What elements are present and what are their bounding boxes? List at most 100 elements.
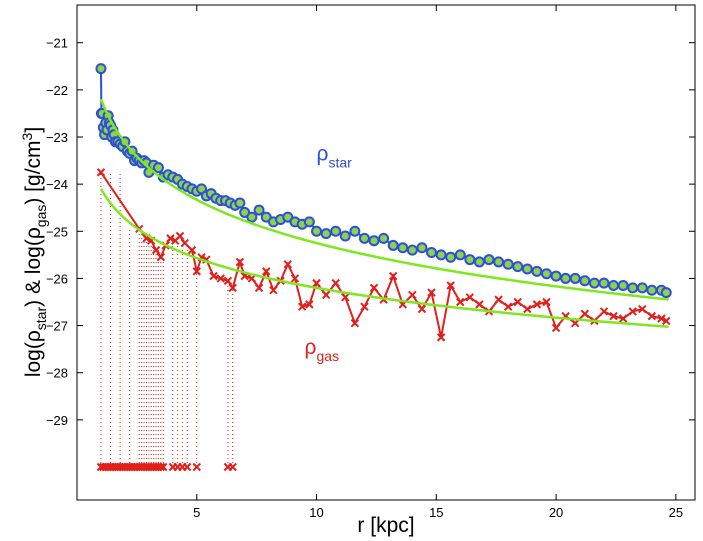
- gas-point: [96, 168, 106, 177]
- gas-point: [166, 234, 175, 243]
- x-stroke-b: [475, 300, 484, 309]
- x-stroke-b: [513, 297, 522, 307]
- gas-point: [209, 271, 218, 281]
- gas-point: [235, 257, 245, 267]
- x-stroke-b: [657, 314, 666, 323]
- gas-point: [297, 302, 307, 311]
- x-stroke-b: [618, 314, 628, 323]
- star-point: [550, 270, 562, 282]
- x-stroke-b: [187, 245, 197, 255]
- x-stroke-b: [599, 307, 609, 316]
- gas-point: [513, 297, 522, 307]
- x-stroke-b: [465, 293, 475, 302]
- gas-point: [312, 278, 321, 288]
- gas-point: [408, 290, 417, 300]
- star-point: [253, 204, 265, 216]
- x-stroke-b: [159, 462, 168, 472]
- tick-marks: [77, 5, 695, 500]
- y-tick-label: −26: [46, 271, 68, 286]
- x-stroke-b: [369, 283, 379, 293]
- y-label-sub-gas: gas: [33, 205, 49, 228]
- gas-lower-point: [228, 462, 237, 472]
- x-stroke-b: [166, 234, 175, 243]
- star-point: [445, 251, 457, 263]
- x-stroke-b: [580, 309, 590, 318]
- y-label-part-3: ) [g/cm: [22, 140, 45, 204]
- x-stroke-b: [532, 300, 542, 309]
- gas-point: [494, 295, 503, 304]
- star-point: [234, 197, 246, 209]
- x-stroke-b: [638, 304, 647, 314]
- gas-point: [618, 314, 628, 323]
- star-point: [378, 232, 390, 244]
- star-point: [387, 239, 399, 251]
- x-stroke-b: [647, 311, 657, 321]
- gas-point: [341, 293, 350, 302]
- y-label-part-4: ]: [22, 127, 45, 133]
- x-stroke-b: [628, 307, 637, 316]
- gas-point: [456, 297, 465, 307]
- gas-point: [465, 293, 475, 302]
- gas-dotted-connectors: [100, 172, 234, 467]
- gas-lower-point: [182, 462, 192, 472]
- gas-point: [647, 311, 657, 321]
- gas-point: [523, 304, 532, 314]
- x-stroke-b: [175, 231, 185, 241]
- star-point: [349, 225, 361, 237]
- star-point: [368, 235, 380, 247]
- y-label-sup-3: 3: [19, 132, 35, 140]
- gas-point: [628, 307, 637, 316]
- gas-lower-point: [192, 462, 201, 472]
- star-point: [152, 162, 164, 174]
- star-point: [406, 244, 418, 256]
- star_fit-curve: [99, 98, 669, 301]
- x-stroke-b: [571, 319, 580, 328]
- x-stroke-b: [180, 238, 189, 248]
- annotation-rho-star: ρstar: [317, 143, 353, 171]
- gas-point: [436, 333, 446, 342]
- gas-point: [180, 238, 189, 248]
- plot-frame: [76, 4, 696, 501]
- gas-point: [551, 323, 561, 333]
- star-point: [330, 225, 342, 237]
- star-point: [416, 242, 428, 254]
- x-stroke-b: [192, 267, 201, 276]
- star-point: [311, 225, 323, 237]
- star-point: [464, 254, 476, 266]
- gas-point: [532, 300, 542, 309]
- x-stroke-b: [235, 257, 245, 267]
- gas-point: [187, 245, 197, 255]
- y-tick-label: −22: [46, 83, 68, 98]
- x-stroke-b: [96, 168, 106, 177]
- y-tick-label: −25: [46, 224, 68, 239]
- gas-point: [151, 245, 161, 255]
- x-stroke-b: [283, 260, 292, 269]
- x-stroke-b: [290, 274, 300, 283]
- star-point: [608, 280, 620, 291]
- star-point: [358, 232, 370, 244]
- gas-point: [223, 276, 233, 285]
- star-point: [521, 263, 533, 275]
- gas-point: [369, 283, 379, 293]
- gas-point: [542, 297, 551, 307]
- gas-point: [388, 271, 398, 281]
- x-stroke-b: [262, 267, 271, 276]
- gas-point: [305, 300, 314, 309]
- gas-point: [262, 267, 271, 276]
- star-point: [540, 268, 552, 280]
- star-point: [426, 247, 438, 258]
- star-point: [493, 256, 505, 268]
- x-stroke-b: [331, 278, 340, 288]
- annotation-star-base: ρ: [317, 143, 329, 166]
- gas-point: [254, 283, 264, 293]
- star-point: [502, 258, 514, 270]
- x-tick-label: 15: [429, 505, 443, 520]
- star-point: [473, 256, 485, 268]
- gas-point: [156, 253, 166, 262]
- y-label-sub-star: star: [33, 307, 49, 331]
- x-stroke-b: [436, 333, 446, 342]
- x-tick-labels: 5 10 15 20 25: [193, 505, 683, 520]
- gas-point: [290, 274, 300, 283]
- x-stroke-b: [427, 288, 436, 297]
